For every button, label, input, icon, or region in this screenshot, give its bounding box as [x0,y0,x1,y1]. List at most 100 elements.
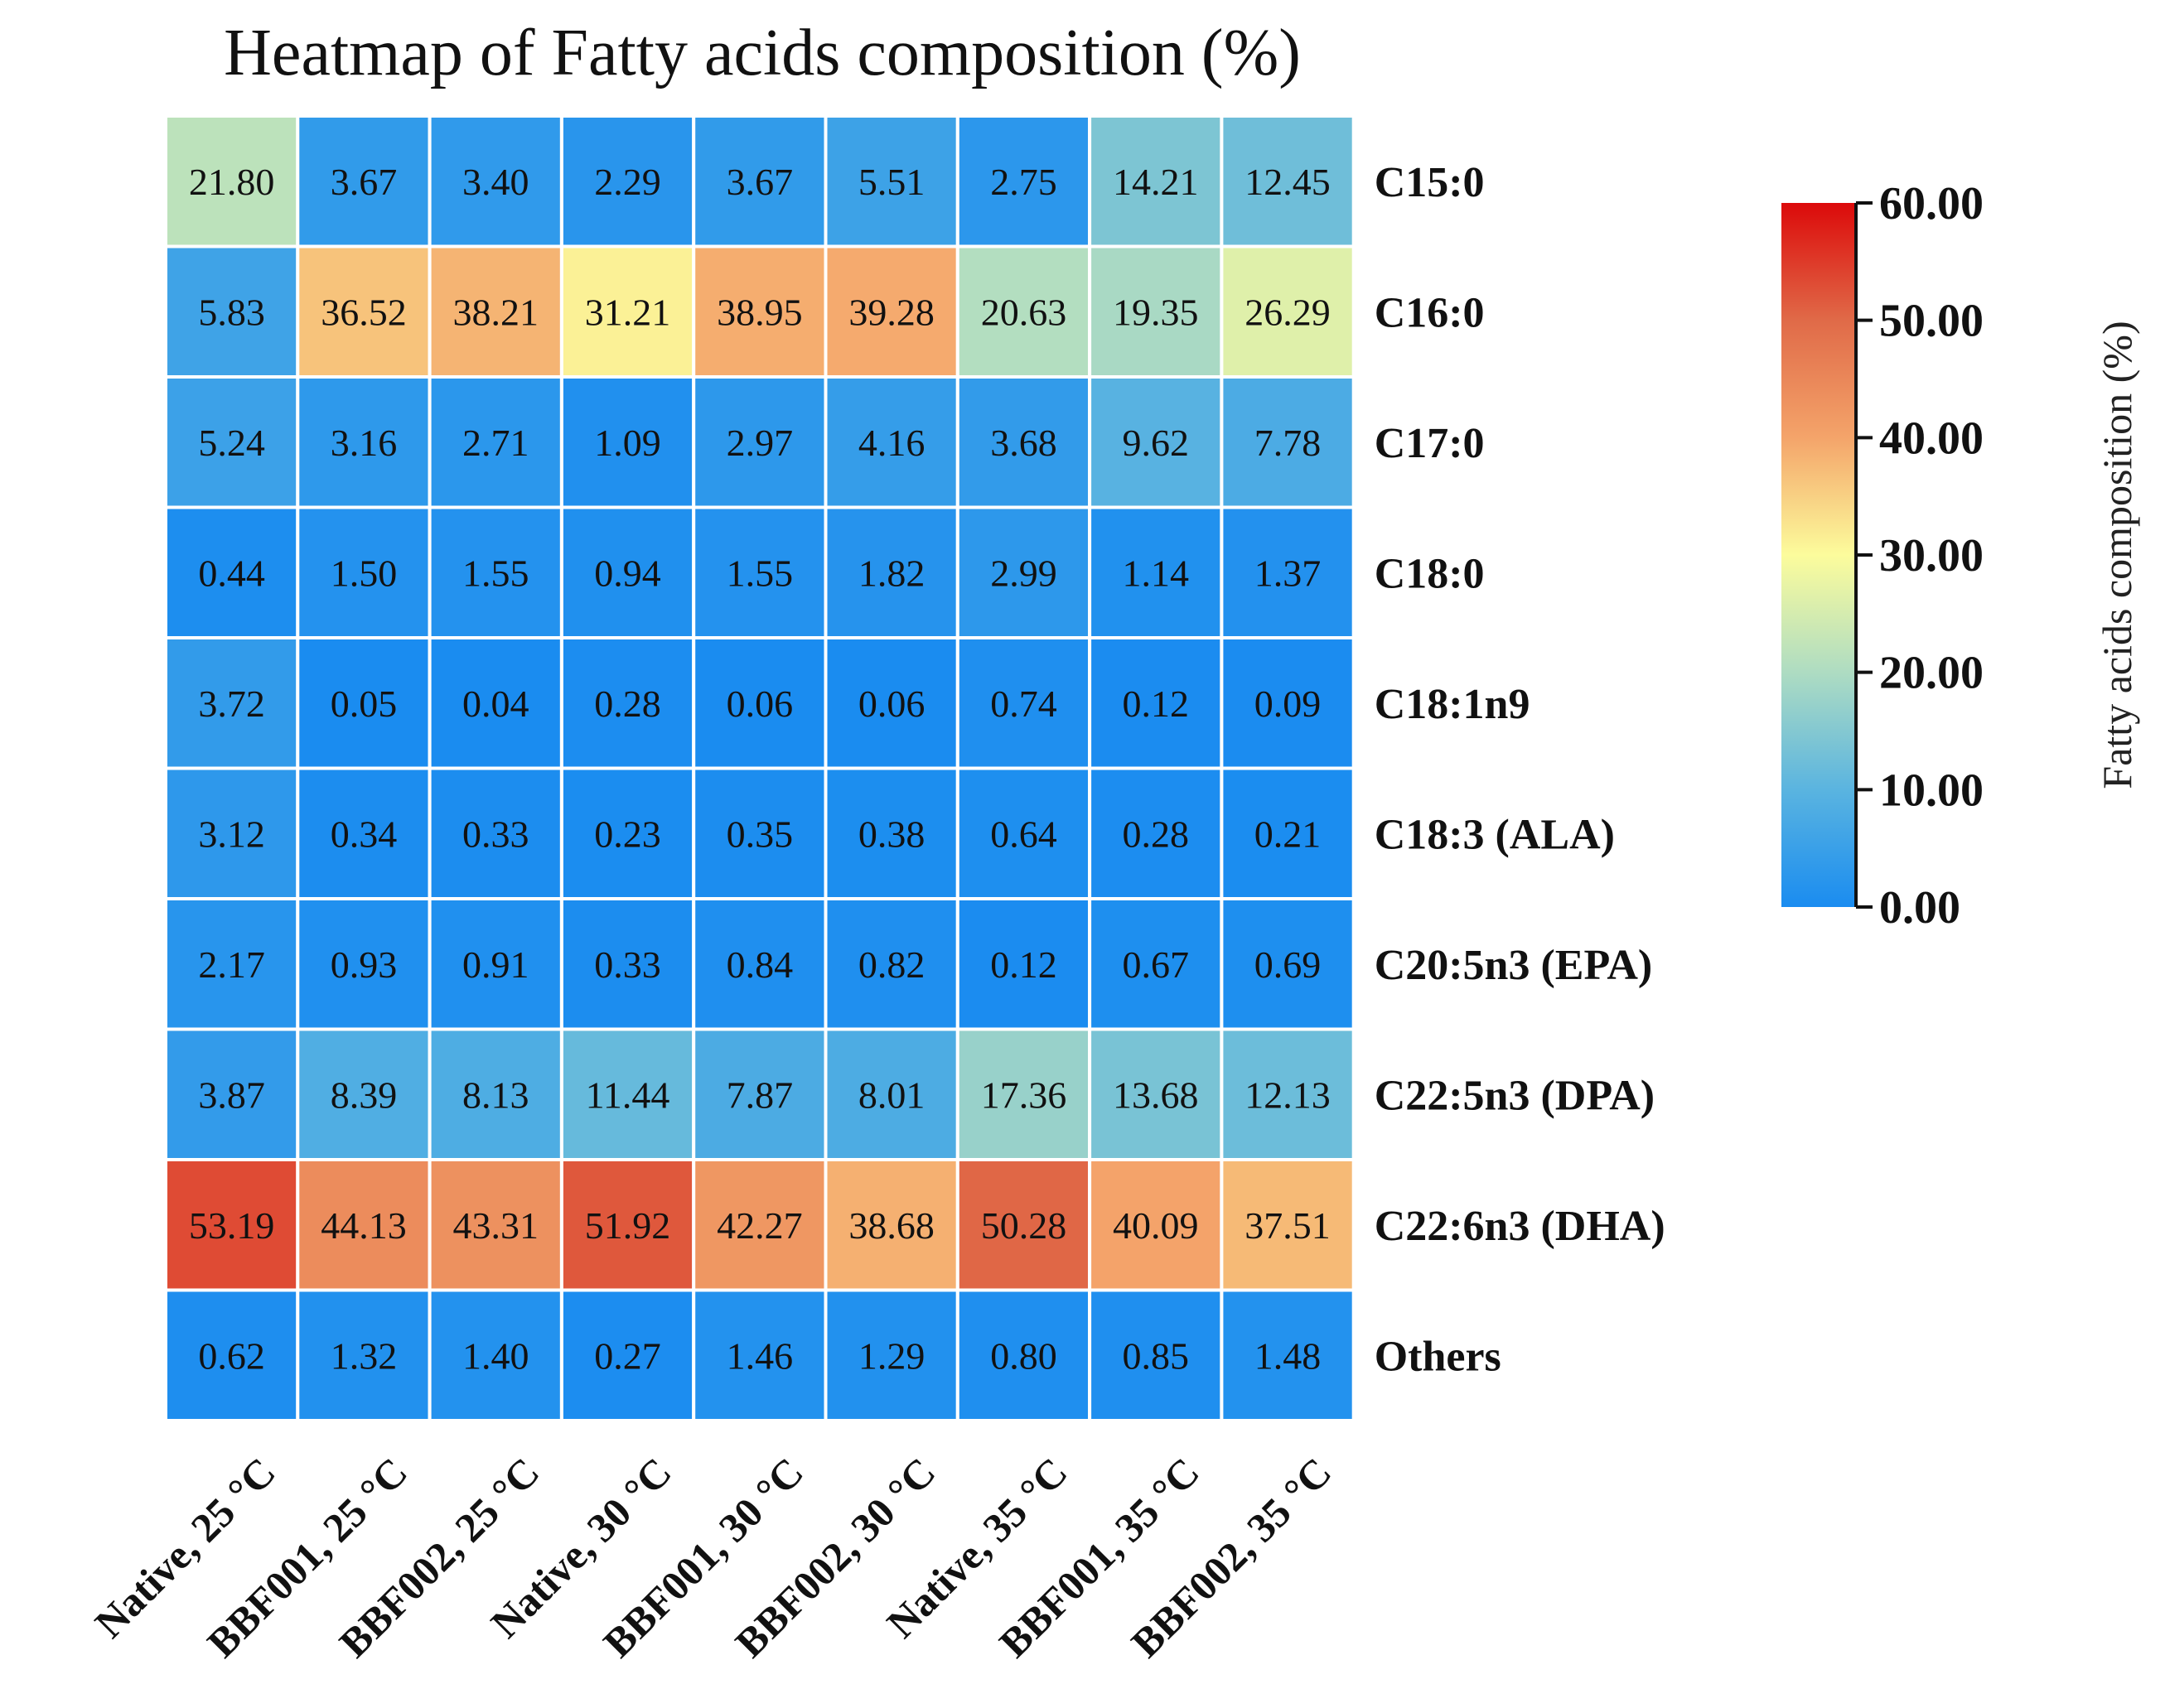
cell-value-label: 21.80 [189,161,275,203]
heatmap-cell-c22-6n3-dha-5 [692,1158,828,1292]
row-label-c17-0: C17:0 [1375,420,1485,467]
cell-value-label: 1.55 [462,552,529,594]
heatmap-cell-c15-0-2 [296,114,432,248]
cell-value-label: 0.04 [462,683,529,725]
cell-value-label: 3.67 [331,161,398,203]
colorbar-tick-label: 50.00 [1879,296,1984,347]
row-label-c18-3-ala: C18:3 (ALA) [1375,811,1615,858]
cell-value-label: 3.12 [198,813,265,855]
cell-value-label: 0.12 [1123,683,1190,725]
cell-value-label: 38.95 [717,291,803,333]
row-label-c16-0: C16:0 [1375,289,1485,336]
row-label-others: Others [1375,1333,1501,1380]
heatmap-cell-c18-3-ala-3 [428,766,563,900]
heatmap-cell-c15-0-6 [824,114,959,248]
heatmap-cell-others-7 [955,1288,1092,1422]
colorbar-gradient [1781,203,1856,907]
colorbar-tick-label: 40.00 [1879,413,1984,464]
heatmap-cell-c22-5n3-dpa-5 [692,1027,828,1161]
cell-value-label: 0.69 [1254,943,1322,986]
cell-value-label: 2.17 [198,943,265,986]
cell-value-label: 0.64 [990,813,1057,855]
cell-value-label: 0.34 [331,813,398,855]
cell-value-label: 1.32 [331,1334,398,1377]
heatmap-cell-c18-0-4 [559,505,696,639]
heatmap-cell-c18-1n9-9 [1220,636,1356,770]
heatmap-cell-others-4 [559,1288,696,1422]
cell-value-label: 0.94 [594,552,661,594]
cell-value-label: 1.55 [727,552,794,594]
cell-value-label: 1.37 [1254,552,1322,594]
heatmap-cell-c18-1n9-4 [559,636,696,770]
cell-value-label: 3.87 [198,1074,265,1116]
cell-value-label: 4.16 [858,422,926,464]
cell-value-label: 31.21 [585,291,671,333]
cell-value-label: 5.51 [858,161,926,203]
cell-value-label: 1.29 [858,1334,926,1377]
cell-value-label: 0.35 [727,813,794,855]
cell-value-label: 44.13 [321,1204,407,1247]
cell-value-label: 38.21 [453,291,539,333]
cell-value-label: 0.82 [858,943,926,986]
cell-value-label: 0.93 [331,943,398,986]
cell-value-label: 0.62 [198,1334,265,1377]
cell-value-label: 0.06 [858,683,926,725]
heatmap-cell-c18-0-9 [1220,505,1356,639]
cell-value-label: 0.85 [1123,1334,1190,1377]
heatmap-cell-c18-3-ala-1 [164,766,300,900]
cell-value-label: 3.40 [462,161,529,203]
heatmap-cell-c22-6n3-dha-3 [428,1158,563,1292]
cell-value-label: 1.48 [1254,1334,1322,1377]
cell-value-label: 8.39 [331,1074,398,1116]
cell-value-label: 0.33 [462,813,529,855]
chart-title: Heatmap of Fatty acids composition (%) [224,17,1301,89]
cell-value-label: 7.78 [1254,422,1322,464]
cell-value-label: 13.68 [1113,1074,1199,1116]
cell-value-label: 1.82 [858,552,926,594]
heatmap-cell-c20-5n3-epa-7 [955,897,1092,1031]
heatmap-cell-c18-3-ala-4 [559,766,696,900]
heatmap-cells: 21.80 3.67 3.40 2.29 3.67 5.51 2.75 14.21 12.45 5… [164,114,1356,1422]
cell-value-label: 0.09 [1254,683,1322,725]
cell-value-label: 3.16 [331,422,398,464]
cell-value-label: 1.46 [727,1334,794,1377]
cell-value-label: 3.72 [198,683,265,725]
heatmap-cell-c22-6n3-dha-4 [559,1158,696,1292]
cell-value-label: 0.67 [1123,943,1190,986]
cell-value-label: 12.13 [1244,1074,1331,1116]
heatmap-cell-c17-0-4 [559,375,696,509]
cell-value-label: 1.09 [594,422,661,464]
cell-value-label: 0.84 [727,943,794,986]
cell-value-label: 2.29 [594,161,661,203]
cell-value-label: 26.29 [1244,291,1331,333]
heatmap-cell-others-5 [692,1288,828,1422]
heatmap-cell-c22-6n3-dha-9 [1220,1158,1356,1292]
cell-value-label: 1.40 [462,1334,529,1377]
cell-value-label: 51.92 [585,1204,671,1247]
row-label-c20-5n3-epa: C20:5n3 (EPA) [1375,942,1653,989]
cell-value-label: 0.21 [1254,813,1322,855]
colorbar-tick-label: 0.00 [1879,882,1960,934]
heatmap-cell-c22-5n3-dpa-7 [955,1027,1092,1161]
row-label-c18-1n9: C18:1n9 [1375,681,1530,728]
heatmap-cell-c20-5n3-epa-1 [164,897,300,1031]
cell-value-label: 8.01 [858,1074,926,1116]
cell-value-label: 14.21 [1113,161,1199,203]
colorbar-tick-label: 60.00 [1879,178,1984,229]
cell-value-label: 19.35 [1113,291,1199,333]
cell-value-label: 5.83 [198,291,265,333]
cell-value-label: 0.38 [858,813,926,855]
heatmap-cell-c20-5n3-epa-5 [692,897,828,1031]
cell-value-label: 2.99 [990,552,1057,594]
cell-value-label: 38.68 [848,1204,935,1247]
heatmap-cell-c18-1n9-1 [164,636,300,770]
cell-value-label: 37.51 [1244,1204,1331,1247]
heatmap-cell-c22-5n3-dpa-9 [1220,1027,1356,1161]
cell-value-label: 2.75 [990,161,1057,203]
cell-value-label: 1.14 [1123,552,1190,594]
cell-value-label: 8.13 [462,1074,529,1116]
cell-value-label: 0.27 [594,1334,661,1377]
cell-value-label: 17.36 [981,1074,1067,1116]
